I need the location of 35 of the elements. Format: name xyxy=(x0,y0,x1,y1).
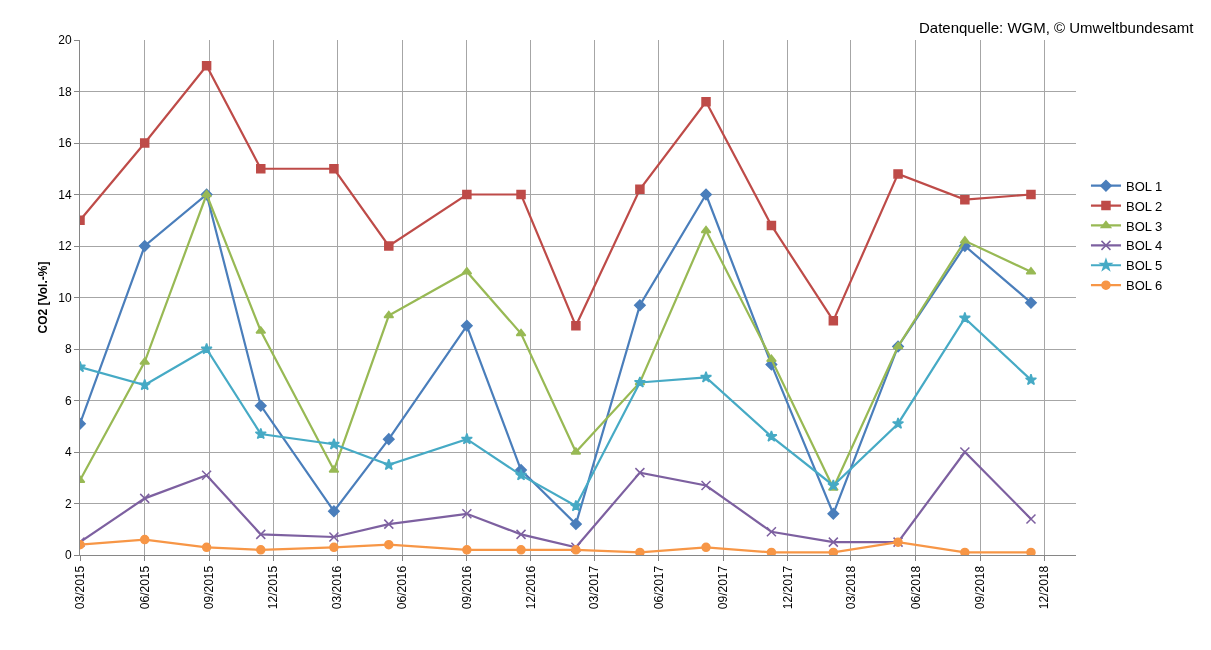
x-tick-label: 06/2015 xyxy=(137,565,152,610)
x-tick-label: 12/2017 xyxy=(780,565,795,610)
y-tick-label: 0 xyxy=(64,548,72,563)
x-tick-label: 12/2018 xyxy=(1037,565,1052,610)
y-tick-label: 8 xyxy=(64,342,72,357)
x-tick-label: 03/2017 xyxy=(587,565,602,610)
y-tick-label: 16 xyxy=(58,136,72,151)
y-tick-label: 4 xyxy=(64,445,72,460)
y-axis-title: CO2 [Vol.-%] xyxy=(35,261,50,334)
legend-label: BOL 3 xyxy=(1125,218,1163,234)
x-tick-label: 09/2017 xyxy=(716,565,731,610)
x-tick-label: 09/2018 xyxy=(973,565,988,610)
x-tick-label: 09/2015 xyxy=(202,565,217,610)
x-tick-label: 06/2018 xyxy=(908,565,923,610)
text: Datenquelle: WGM, © Umweltbundesamt xyxy=(919,19,1195,36)
x-tick-label: 09/2016 xyxy=(459,565,474,610)
x-tick-label: 06/2016 xyxy=(395,565,410,610)
x-tick-label: 03/2018 xyxy=(843,565,858,610)
legend-label: BOL 2 xyxy=(1125,198,1163,214)
x-tick-label: 03/2015 xyxy=(72,565,87,610)
x-tick-label: 06/2017 xyxy=(651,565,666,610)
legend-label: BOL 6 xyxy=(1125,278,1163,294)
y-tick-label: 2 xyxy=(64,496,72,511)
y-tick-label: 20 xyxy=(58,33,72,48)
x-tick-label: 03/2016 xyxy=(330,565,345,610)
y-tick-label: 14 xyxy=(58,187,72,202)
legend-label: BOL 5 xyxy=(1125,258,1163,274)
legend-label: BOL 4 xyxy=(1125,238,1163,254)
legend-label: BOL 1 xyxy=(1125,178,1163,194)
y-tick-label: 18 xyxy=(58,84,72,99)
y-tick-label: 6 xyxy=(64,393,72,408)
x-tick-label: 12/2016 xyxy=(523,565,538,610)
y-tick-label: 12 xyxy=(58,239,72,254)
y-tick-label: 10 xyxy=(58,290,72,305)
x-tick-label: 12/2015 xyxy=(266,565,281,610)
